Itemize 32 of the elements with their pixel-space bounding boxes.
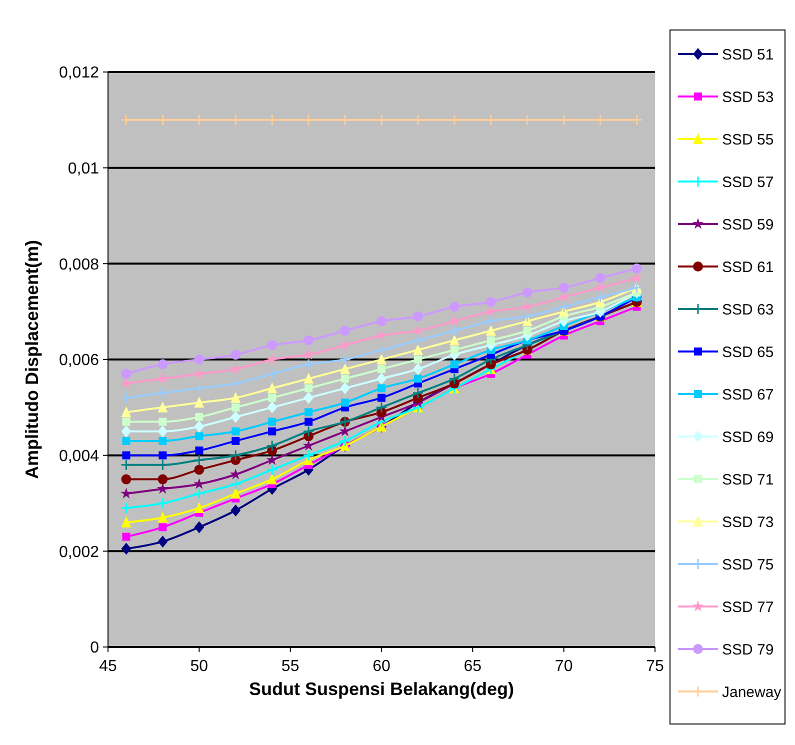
y-tick-label: 0,01 xyxy=(68,160,100,178)
legend-label: SSD 75 xyxy=(722,556,774,574)
x-tick-label: 45 xyxy=(99,658,117,675)
x-tick-label: 55 xyxy=(281,658,300,675)
x-tick-label: 60 xyxy=(372,658,390,675)
legend-label: SSD 71 xyxy=(722,471,774,488)
legend-label: SSD 65 xyxy=(722,344,774,361)
legend-label: SSD 51 xyxy=(722,46,774,64)
legend-label: SSD 67 xyxy=(722,386,774,404)
y-tick-label: 0 xyxy=(90,640,100,657)
legend-label: SSD 63 xyxy=(722,301,774,318)
legend-label: SSD 79 xyxy=(722,641,774,658)
x-tick-label: 70 xyxy=(554,658,573,675)
x-tick-label: 65 xyxy=(464,658,482,675)
legend-label: SSD 77 xyxy=(722,598,774,616)
y-tick-label: 0,004 xyxy=(58,448,100,465)
x-axis-title: Sudut Suspensi Belakang(deg) xyxy=(248,679,514,699)
legend-label: Janeway xyxy=(722,684,782,701)
legend-label: SSD 55 xyxy=(722,131,774,148)
y-tick-label: 0,008 xyxy=(58,256,100,274)
y-tick-label: 0,002 xyxy=(58,544,100,561)
legend-label: SSD 53 xyxy=(722,88,774,106)
legend-label: SSD 69 xyxy=(722,428,774,446)
legend-label: SSD 59 xyxy=(722,216,774,234)
legend-label: SSD 61 xyxy=(722,258,774,276)
legend-label: SSD 57 xyxy=(722,174,774,191)
y-tick-label: 0,006 xyxy=(58,352,100,370)
y-axis-title: Amplitudo Displacement(m) xyxy=(22,240,42,480)
x-tick-label: 50 xyxy=(190,658,208,675)
y-tick-label: 0,012 xyxy=(58,64,100,82)
legend-label: SSD 73 xyxy=(722,514,774,531)
x-tick-label: 75 xyxy=(646,658,664,675)
